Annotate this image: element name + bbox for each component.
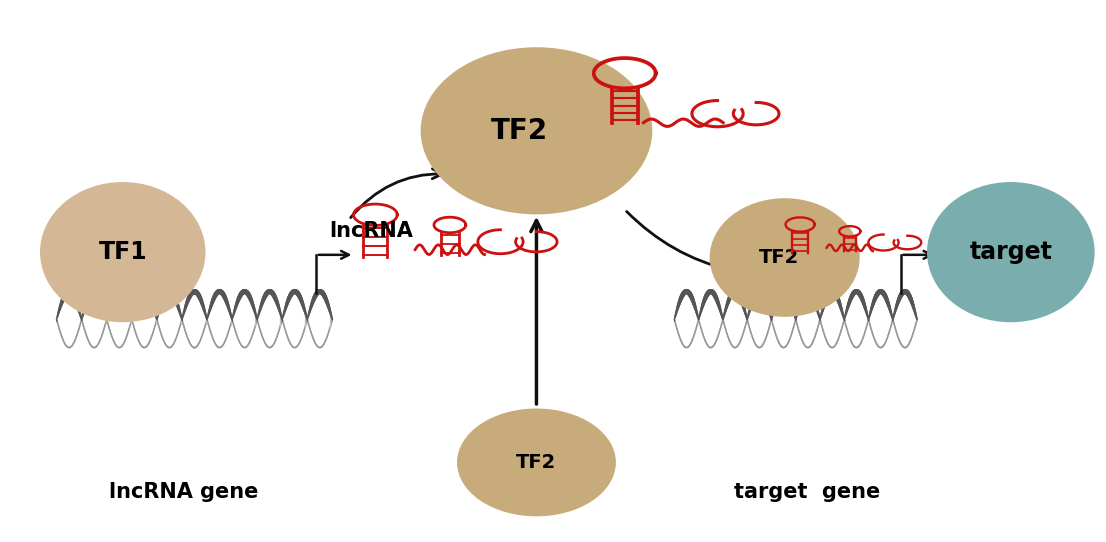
Text: target: target [969,240,1052,264]
Text: lncRNA: lncRNA [328,221,413,241]
Ellipse shape [710,198,859,317]
Text: target  gene: target gene [733,482,880,502]
Text: lncRNA gene: lncRNA gene [108,482,258,502]
Text: TF2: TF2 [759,248,800,267]
Text: TF2: TF2 [491,117,549,145]
Ellipse shape [40,182,206,322]
Ellipse shape [927,182,1095,322]
Ellipse shape [420,47,653,215]
Text: TF2: TF2 [517,453,556,472]
Text: TF1: TF1 [98,240,147,264]
Ellipse shape [457,409,616,517]
